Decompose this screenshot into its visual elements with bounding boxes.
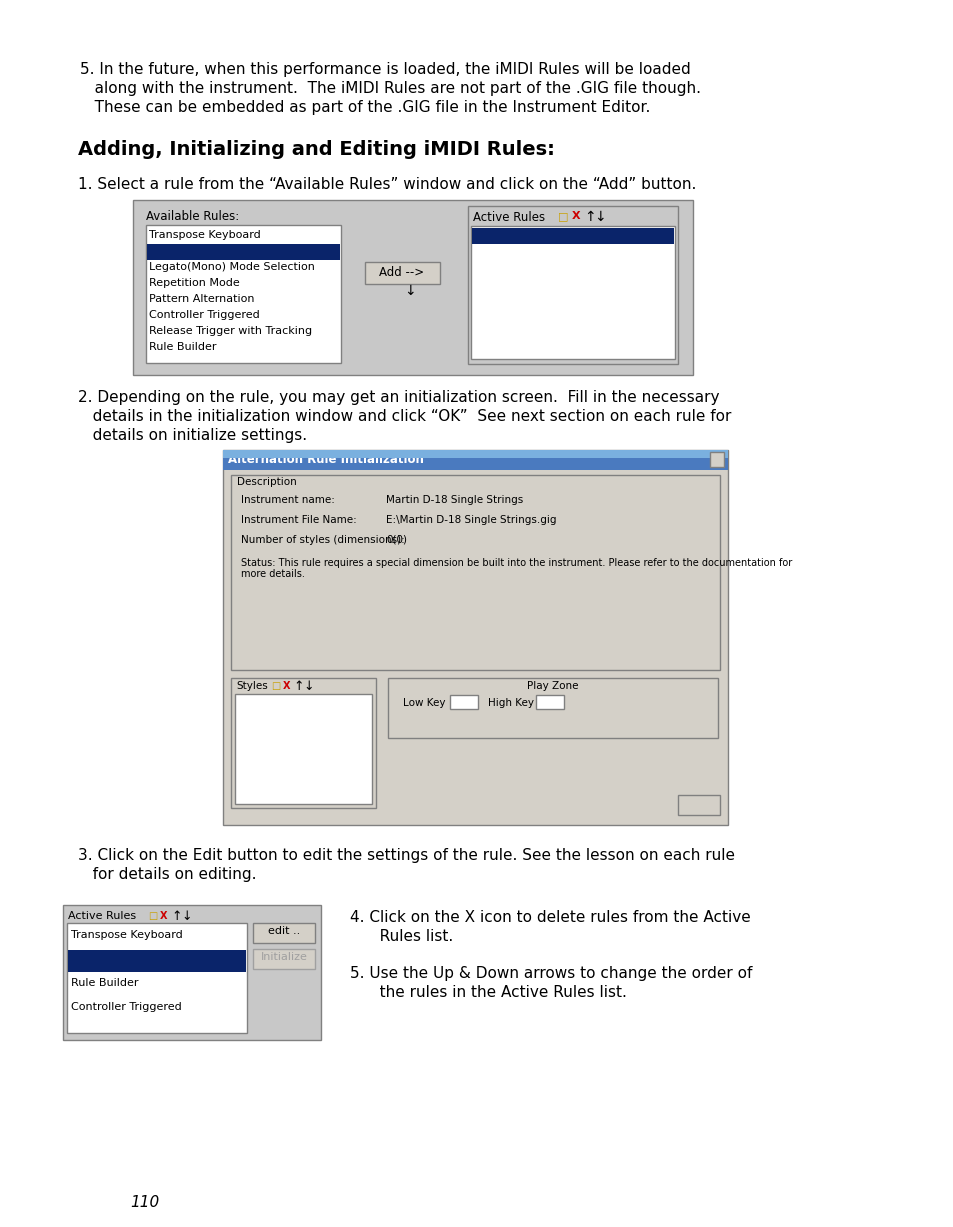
- Bar: [234, 694, 372, 804]
- Bar: [132, 200, 692, 375]
- Text: Instrument name:: Instrument name:: [241, 494, 335, 506]
- Text: 1. Select a rule from the “Available Rules” window and click on the “Add” button: 1. Select a rule from the “Available Rul…: [78, 177, 696, 191]
- Bar: [471, 226, 675, 360]
- Text: 2. Depending on the rule, you may get an initialization screen.  Fill in the nec: 2. Depending on the rule, you may get an…: [78, 390, 719, 405]
- Text: details in the initialization window and click “OK”  See next section on each ru: details in the initialization window and…: [78, 409, 731, 425]
- Bar: [388, 679, 718, 737]
- Text: x: x: [713, 453, 720, 463]
- Bar: [678, 795, 720, 815]
- Text: Pattern Alternation: Pattern Alternation: [149, 294, 254, 304]
- Text: edit ..: edit ..: [268, 926, 300, 936]
- Text: Low Key: Low Key: [402, 698, 445, 708]
- Text: ↓: ↓: [303, 680, 314, 693]
- Text: Filter MIDI: Filter MIDI: [149, 245, 205, 256]
- Text: G7: G7: [538, 697, 553, 707]
- Text: Play Zone: Play Zone: [527, 681, 578, 691]
- Bar: [231, 679, 375, 809]
- Text: E:\Martin D-18 Single Strings.gig: E:\Martin D-18 Single Strings.gig: [386, 515, 556, 525]
- Text: Status: This rule requires a special dimension be built into the instrument. Ple: Status: This rule requires a special dim…: [241, 558, 791, 568]
- Text: ↑: ↑: [293, 680, 303, 693]
- Bar: [253, 923, 314, 944]
- Text: Alternation Rule Initialization: Alternation Rule Initialization: [228, 453, 423, 466]
- Text: ↓: ↓: [594, 210, 605, 225]
- Text: X: X: [160, 910, 168, 921]
- Text: ↓: ↓: [404, 283, 416, 298]
- Text: Release Trigger with Tracking: Release Trigger with Tracking: [149, 326, 312, 336]
- Text: Martin D-18 Single Strings: Martin D-18 Single Strings: [386, 494, 522, 506]
- Text: along with the instrument.  The iMIDI Rules are not part of the .GIG file though: along with the instrument. The iMIDI Rul…: [80, 81, 700, 96]
- Text: OK: OK: [690, 798, 706, 809]
- Bar: [63, 906, 320, 1040]
- Text: High Key: High Key: [488, 698, 534, 708]
- Text: Filter MIDI: Filter MIDI: [474, 229, 529, 240]
- Text: Transpose Keyboard: Transpose Keyboard: [149, 229, 260, 240]
- Text: Transpose Keyboard: Transpose Keyboard: [71, 930, 183, 940]
- Text: 0(0): 0(0): [386, 535, 407, 545]
- Bar: [709, 452, 723, 467]
- Text: Legato(Mono) Mode Selection: Legato(Mono) Mode Selection: [149, 263, 314, 272]
- Text: Active Rules: Active Rules: [68, 910, 136, 921]
- Bar: [450, 694, 477, 709]
- Text: 3. Click on the Edit button to edit the settings of the rule. See the lesson on : 3. Click on the Edit button to edit the …: [78, 848, 734, 863]
- Text: 5. Use the Up & Down arrows to change the order of: 5. Use the Up & Down arrows to change th…: [350, 966, 752, 982]
- Text: Rules list.: Rules list.: [365, 929, 453, 944]
- Text: □: □: [558, 211, 568, 221]
- Text: Controller Triggered: Controller Triggered: [71, 1002, 182, 1012]
- Text: C2: C2: [453, 697, 467, 707]
- Bar: [536, 694, 563, 709]
- Text: ↑: ↑: [171, 910, 181, 923]
- Text: X: X: [283, 681, 291, 691]
- Bar: [223, 450, 727, 825]
- Bar: [468, 206, 678, 364]
- Text: more details.: more details.: [241, 569, 305, 579]
- Text: ↓: ↓: [181, 910, 192, 923]
- Text: Number of styles (dimensions):: Number of styles (dimensions):: [241, 535, 404, 545]
- Text: Add -->: Add -->: [379, 266, 424, 279]
- Text: 4. Click on the X icon to delete rules from the Active: 4. Click on the X icon to delete rules f…: [350, 910, 750, 925]
- Bar: [365, 263, 439, 283]
- Text: Rule Builder: Rule Builder: [149, 342, 216, 352]
- Text: Description: Description: [236, 477, 296, 487]
- Bar: [147, 244, 339, 260]
- Text: Controller Triggered: Controller Triggered: [149, 310, 259, 320]
- Text: the rules in the Active Rules list.: the rules in the Active Rules list.: [365, 985, 626, 1000]
- Bar: [253, 948, 314, 969]
- Text: □: □: [148, 910, 157, 921]
- Text: Rule Builder: Rule Builder: [71, 978, 138, 988]
- Text: Repetition Mode: Repetition Mode: [149, 279, 239, 288]
- Text: Filter MIDI: Filter MIDI: [71, 955, 127, 964]
- Bar: [68, 950, 246, 972]
- Bar: [223, 450, 727, 470]
- Text: Active Rules: Active Rules: [473, 211, 544, 225]
- Text: 110: 110: [130, 1195, 159, 1210]
- Text: for details on editing.: for details on editing.: [78, 867, 256, 882]
- Bar: [223, 450, 727, 458]
- Text: Styles: Styles: [235, 681, 268, 691]
- Text: Instrument File Name:: Instrument File Name:: [241, 515, 356, 525]
- Text: details on initialize settings.: details on initialize settings.: [78, 428, 307, 443]
- Bar: [146, 225, 340, 363]
- Bar: [472, 228, 673, 244]
- Text: 5. In the future, when this performance is loaded, the iMIDI Rules will be loade: 5. In the future, when this performance …: [80, 63, 690, 77]
- Text: ↑: ↑: [583, 210, 595, 225]
- Text: □: □: [271, 681, 280, 691]
- Text: Initialize: Initialize: [260, 952, 307, 962]
- Text: X: X: [572, 211, 580, 221]
- Text: Adding, Initializing and Editing iMIDI Rules:: Adding, Initializing and Editing iMIDI R…: [78, 140, 555, 160]
- Bar: [67, 923, 247, 1033]
- Bar: [231, 475, 720, 670]
- Text: These can be embedded as part of the .GIG file in the Instrument Editor.: These can be embedded as part of the .GI…: [80, 99, 650, 115]
- Text: Available Rules:: Available Rules:: [146, 210, 239, 223]
